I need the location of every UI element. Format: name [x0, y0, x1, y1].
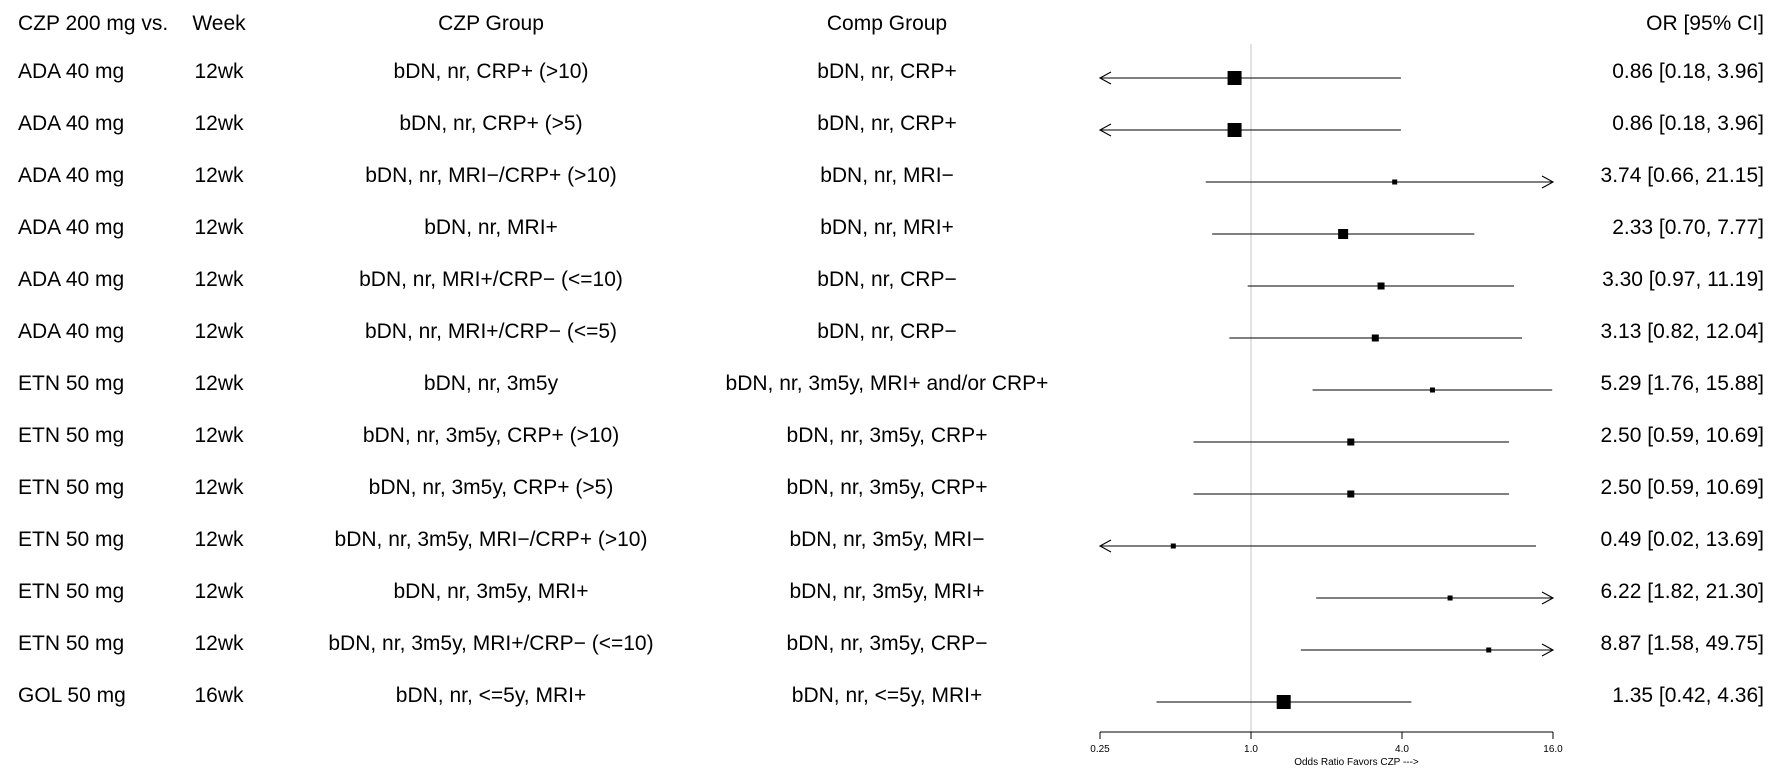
row-week: 12wk	[194, 476, 244, 499]
row-or-ci: 2.33 [0.70, 7.77]	[1612, 216, 1764, 239]
row-week: 12wk	[194, 424, 244, 447]
x-axis-label: Odds Ratio Favors CZP --->	[1294, 757, 1419, 768]
row-czp-group: bDN, nr, 3m5y, CRP+ (>5)	[368, 476, 614, 499]
x-tick-label: 0.25	[1090, 744, 1110, 755]
row-comparator: ETN 50 mg	[18, 632, 125, 655]
row-comparator: ADA 40 mg	[18, 164, 125, 187]
ci-arrow-left	[1098, 539, 1112, 553]
row-comp-group: bDN, nr, CRP−	[817, 320, 957, 343]
header-czp-group: CZP Group	[438, 12, 544, 35]
row-czp-group: bDN, nr, <=5y, MRI+	[395, 684, 587, 707]
row-czp-group: bDN, nr, 3m5y	[423, 372, 559, 395]
row-comparator: ETN 50 mg	[18, 476, 125, 499]
row-comp-group: bDN, nr, 3m5y, MRI+ and/or CRP+	[725, 372, 1049, 395]
row-comp-group: bDN, nr, <=5y, MRI+	[791, 684, 983, 707]
x-tick-label: 16.0	[1543, 744, 1563, 755]
point-estimate	[1392, 179, 1398, 185]
point-estimate	[1347, 438, 1355, 446]
row-czp-group: bDN, nr, CRP+ (>5)	[399, 112, 583, 135]
row-czp-group: bDN, nr, 3m5y, CRP+ (>10)	[362, 424, 620, 447]
point-estimate	[1338, 229, 1349, 239]
row-czp-group: bDN, nr, 3m5y, MRI+	[393, 580, 589, 603]
row-comp-group: bDN, nr, 3m5y, CRP+	[786, 424, 988, 447]
row-comparator: ETN 50 mg	[18, 424, 125, 447]
row-comp-group: bDN, nr, CRP+	[817, 60, 957, 83]
row-comp-group: bDN, nr, CRP+	[817, 112, 957, 135]
point-estimate	[1447, 595, 1453, 601]
row-comparator: ADA 40 mg	[18, 60, 125, 83]
row-or-ci: 1.35 [0.42, 4.36]	[1612, 684, 1764, 707]
row-week: 12wk	[194, 164, 244, 187]
row-comp-group: bDN, nr, MRI+	[820, 216, 954, 239]
header-comp-group: Comp Group	[826, 12, 948, 35]
point-estimate	[1347, 490, 1355, 498]
row-or-ci: 0.86 [0.18, 3.96]	[1612, 112, 1764, 135]
row-or-ci: 2.50 [0.59, 10.69]	[1600, 476, 1764, 499]
row-comparator: ADA 40 mg	[18, 268, 125, 291]
header-or-ci: OR [95% CI]	[1646, 12, 1764, 35]
row-or-ci: 3.13 [0.82, 12.04]	[1600, 320, 1764, 343]
row-comp-group: bDN, nr, 3m5y, CRP+	[786, 476, 988, 499]
row-comp-group: bDN, nr, 3m5y, CRP−	[786, 632, 988, 655]
point-estimate	[1377, 282, 1385, 290]
row-week: 12wk	[194, 372, 244, 395]
point-estimate	[1170, 543, 1176, 549]
header-week: Week	[192, 12, 246, 35]
row-czp-group: bDN, nr, MRI+/CRP− (<=5)	[364, 320, 618, 343]
row-or-ci: 2.50 [0.59, 10.69]	[1600, 424, 1764, 447]
ci-arrow-right	[1541, 591, 1555, 605]
row-or-ci: 0.49 [0.02, 13.69]	[1600, 528, 1764, 551]
row-comparator: ETN 50 mg	[18, 580, 125, 603]
row-comparator: ADA 40 mg	[18, 320, 125, 343]
row-or-ci: 5.29 [1.76, 15.88]	[1600, 372, 1764, 395]
row-or-ci: 0.86 [0.18, 3.96]	[1612, 60, 1764, 83]
row-or-ci: 3.74 [0.66, 21.15]	[1600, 164, 1764, 187]
point-estimate	[1429, 387, 1435, 393]
header-comparator: CZP 200 mg vs.	[18, 12, 169, 35]
point-estimate	[1227, 123, 1242, 137]
point-estimate	[1371, 334, 1379, 342]
row-week: 12wk	[194, 268, 244, 291]
ci-arrow-right	[1541, 175, 1555, 189]
row-week: 12wk	[194, 320, 244, 343]
row-week: 12wk	[194, 632, 244, 655]
row-czp-group: bDN, nr, CRP+ (>10)	[393, 60, 589, 83]
point-estimate	[1227, 71, 1242, 85]
row-czp-group: bDN, nr, MRI+	[424, 216, 558, 239]
point-estimate	[1276, 695, 1291, 709]
row-week: 12wk	[194, 112, 244, 135]
x-tick-label: 1.0	[1244, 744, 1258, 755]
point-estimate	[1486, 647, 1492, 653]
row-comparator: ADA 40 mg	[18, 216, 125, 239]
row-week: 12wk	[194, 580, 244, 603]
row-comparator: ADA 40 mg	[18, 112, 125, 135]
ci-arrow-right	[1541, 643, 1555, 657]
row-week: 12wk	[194, 60, 244, 83]
row-comparator: GOL 50 mg	[18, 684, 126, 707]
row-czp-group: bDN, nr, MRI−/CRP+ (>10)	[365, 164, 617, 187]
row-czp-group: bDN, nr, MRI+/CRP− (<=10)	[359, 268, 623, 291]
row-comparator: ETN 50 mg	[18, 528, 125, 551]
row-comparator: ETN 50 mg	[18, 372, 125, 395]
row-czp-group: bDN, nr, 3m5y, MRI+/CRP− (<=10)	[328, 632, 654, 655]
row-week: 16wk	[194, 684, 244, 707]
ci-arrow-left	[1098, 123, 1112, 137]
row-or-ci: 3.30 [0.97, 11.19]	[1602, 268, 1764, 291]
ci-arrow-left	[1098, 71, 1112, 85]
row-week: 12wk	[194, 528, 244, 551]
row-or-ci: 6.22 [1.82, 21.30]	[1600, 580, 1764, 603]
row-czp-group: bDN, nr, 3m5y, MRI−/CRP+ (>10)	[334, 528, 648, 551]
x-tick-label: 4.0	[1395, 744, 1409, 755]
row-comp-group: bDN, nr, CRP−	[817, 268, 957, 291]
row-or-ci: 8.87 [1.58, 49.75]	[1600, 632, 1764, 655]
row-comp-group: bDN, nr, 3m5y, MRI+	[789, 580, 985, 603]
row-comp-group: bDN, nr, MRI−	[820, 164, 954, 187]
row-comp-group: bDN, nr, 3m5y, MRI−	[789, 528, 985, 551]
row-week: 12wk	[194, 216, 244, 239]
